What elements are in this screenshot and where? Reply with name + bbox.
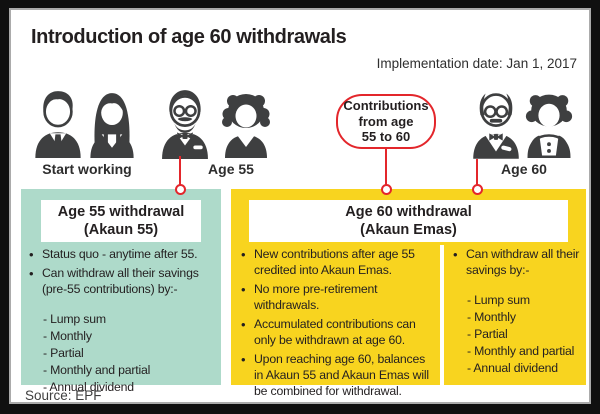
bullet-item: • Can withdraw all their savings (pre-55… [29, 266, 217, 298]
connector-dot-age-55 [174, 183, 186, 195]
withdrawal-methods-list: - Lump sum - Monthly - Partial - Monthly… [467, 292, 581, 377]
callout-line: 55 to 60 [361, 129, 411, 145]
method-item: - Annual dividend [43, 380, 134, 395]
method-item: - Monthly [43, 329, 92, 344]
age-60-withdrawal-box: Age 60 withdrawal (Akaun Emas) • New con… [231, 189, 586, 398]
bullet-item: • No more pre-retirement withdrawals. [241, 282, 435, 314]
method-item: - Lump sum [467, 292, 530, 307]
bullet-marker: • [453, 247, 458, 262]
bullet-marker: • [241, 316, 246, 332]
bullet-text: New contributions after age 55 credited … [254, 247, 415, 277]
age-55-box-title-line2: (Akaun 55) [83, 222, 159, 238]
method-item: - Partial [43, 346, 84, 361]
stage-label-start-working: Start working [42, 161, 132, 177]
bullet-marker: • [241, 281, 246, 297]
bullet-marker: • [241, 247, 246, 262]
bullet-item: • Upon reaching age 60, balances in Akau… [241, 352, 435, 400]
withdrawal-methods-list: - Lump sum - Monthly - Partial - Monthly… [43, 311, 217, 396]
stage-label-age-55: Age 55 [208, 161, 254, 177]
method-item: - Partial [467, 326, 508, 341]
method-item: - Lump sum [43, 312, 106, 327]
age-55-box-title: Age 55 withdrawal (Akaun 55) [41, 200, 201, 242]
bullet-item: • New contributions after age 55 credite… [241, 247, 435, 279]
age-60-box-title: Age 60 withdrawal (Akaun Emas) [249, 200, 568, 242]
bullet-text: Status quo - anytime after 55. [42, 247, 198, 261]
contributions-callout: Contributions from age 55 to 60 [336, 94, 436, 149]
young-woman-icon [90, 93, 134, 158]
page-title: Introduction of age 60 withdrawals [31, 26, 347, 48]
method-item: - Monthly [467, 309, 516, 324]
bullet-item: • Status quo - anytime after 55. [29, 247, 217, 263]
bullet-item: • Can withdraw all their savings by:- [453, 247, 581, 279]
bullet-marker: • [241, 351, 246, 367]
bullet-item: • Accumulated contributions can only be … [241, 317, 435, 349]
bullet-text: Can withdraw all their savings by:- [466, 247, 580, 277]
age-60-box-left-column: • New contributions after age 55 credite… [241, 247, 435, 403]
callout-line: from age [358, 113, 414, 129]
method-item: - Monthly and partial [43, 363, 151, 378]
age-55-woman-icon [222, 94, 270, 158]
bullet-text: Accumulated contributions can only be wi… [254, 316, 416, 347]
column-divider [440, 245, 444, 385]
age-60-box-right-column: • Can withdraw all their savings by:- - … [453, 247, 581, 377]
callout-line: Contributions [343, 98, 429, 114]
age-60-box-title-line2: (Akaun Emas) [360, 222, 457, 238]
age-55-withdrawal-box: Age 55 withdrawal (Akaun 55) • Status qu… [21, 189, 221, 394]
age-60-man-icon [473, 93, 519, 159]
age-60-box-title-line1: Age 60 withdrawal [345, 204, 472, 220]
method-item: - Monthly and partial [467, 343, 575, 358]
stage-label-age-60: Age 60 [501, 161, 547, 177]
infographic-canvas: Introduction of age 60 withdrawals Imple… [9, 8, 591, 404]
connector-dot-age-60 [471, 183, 483, 195]
source-attribution: Source: EPF [25, 388, 102, 403]
bullet-text: Upon reaching age 60, balances in Akaun … [254, 351, 429, 398]
age-55-box-title-line1: Age 55 withdrawal [57, 204, 185, 220]
method-item: - Annual dividend [467, 360, 558, 375]
age-55-box-content: • Status quo - anytime after 55. • Can w… [29, 247, 217, 396]
connector-line-callout [384, 147, 387, 189]
connector-dot-callout [380, 183, 392, 195]
age-60-woman-icon [525, 94, 573, 158]
connector-line-age-60 [475, 159, 478, 189]
implementation-date: Implementation date: Jan 1, 2017 [376, 56, 577, 71]
bullet-text: Can withdraw all their savings (pre-55 c… [42, 266, 199, 297]
age-55-man-icon [162, 90, 208, 159]
young-man-icon [35, 91, 81, 158]
bullet-text: No more pre-retirement withdrawals. [254, 281, 378, 312]
bullet-marker: • [29, 247, 34, 262]
bullet-marker: • [29, 266, 34, 282]
connector-line-age-55 [178, 156, 181, 189]
